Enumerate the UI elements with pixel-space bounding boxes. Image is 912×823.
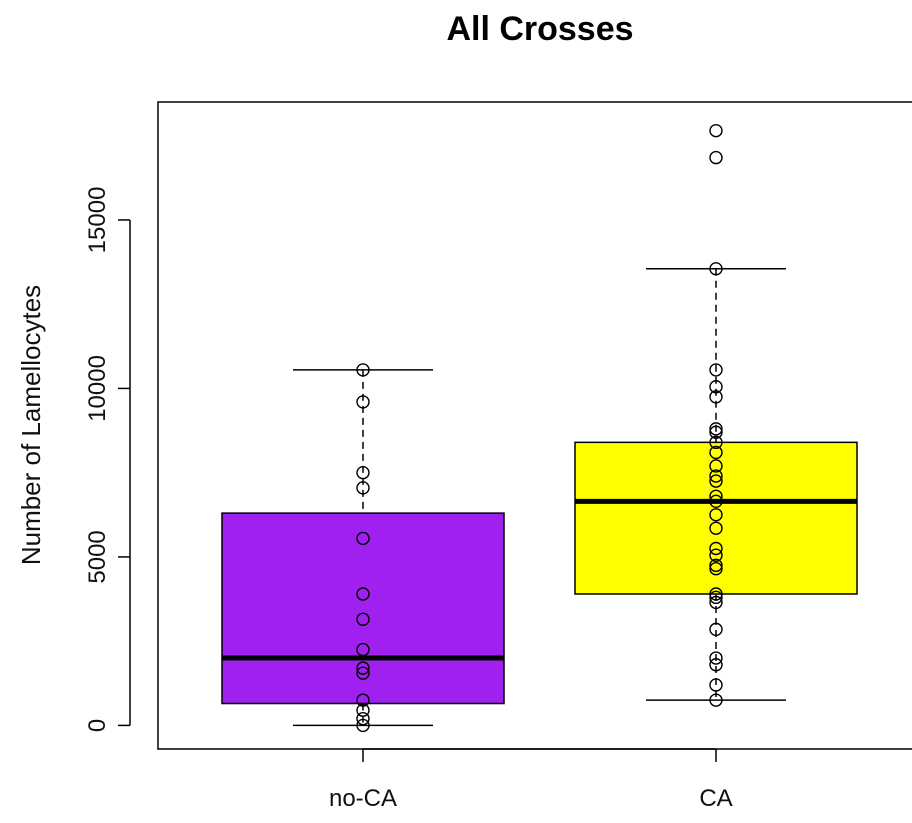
data-point — [709, 422, 723, 436]
x-tick-label: no-CA — [329, 785, 397, 812]
data-point — [709, 435, 723, 450]
data-point — [356, 531, 370, 546]
chart-title: All Crosses — [446, 10, 633, 48]
data-point — [356, 612, 370, 626]
data-point — [709, 558, 723, 573]
y-tick-label: 0 — [84, 719, 111, 732]
data-point — [709, 548, 723, 562]
data-point — [709, 693, 723, 707]
data-point — [709, 622, 723, 637]
data-point — [709, 123, 723, 138]
data-point — [709, 445, 723, 460]
data-point — [356, 693, 370, 707]
data-point — [709, 363, 723, 377]
data-point — [709, 541, 723, 556]
data-point — [709, 494, 723, 509]
data-point — [709, 425, 723, 439]
data-point — [709, 474, 723, 488]
y-axis-label: Number of Lamellocytes — [16, 285, 46, 565]
box-iqr — [574, 441, 858, 595]
data-point — [709, 262, 723, 276]
data-point — [356, 395, 370, 409]
data-point — [356, 666, 370, 680]
data-point — [709, 595, 723, 610]
data-point — [709, 508, 723, 522]
data-point — [709, 658, 723, 672]
data-point — [709, 590, 723, 605]
data-point — [356, 711, 370, 726]
data-point — [356, 703, 370, 717]
y-tick-label: 15000 — [84, 187, 111, 254]
y-tick-label: 5000 — [84, 530, 111, 583]
data-point — [709, 678, 723, 692]
data-point — [709, 150, 723, 165]
y-axis: 0 5000 10000 15000 — [84, 187, 131, 732]
data-point — [709, 521, 723, 535]
data-point — [709, 469, 723, 483]
x-tick-label: CA — [699, 785, 732, 812]
points-layer — [356, 123, 723, 733]
box-group-ca — [574, 268, 858, 701]
data-point — [356, 642, 370, 657]
data-point — [709, 390, 723, 404]
data-point — [709, 651, 723, 665]
data-point — [356, 661, 370, 675]
data-point — [709, 380, 723, 394]
box-group-no-ca — [221, 369, 505, 727]
data-point — [356, 465, 370, 480]
data-point — [709, 562, 723, 576]
data-point — [356, 363, 370, 377]
data-point — [356, 718, 370, 733]
data-point — [709, 489, 723, 503]
box-iqr — [221, 512, 505, 705]
data-point — [709, 459, 723, 473]
data-point — [709, 587, 723, 601]
x-axis: no-CA CA — [329, 748, 733, 812]
data-point — [356, 587, 370, 601]
data-point — [356, 481, 370, 495]
boxes-layer — [221, 268, 858, 727]
y-tick-label: 10000 — [84, 355, 111, 422]
